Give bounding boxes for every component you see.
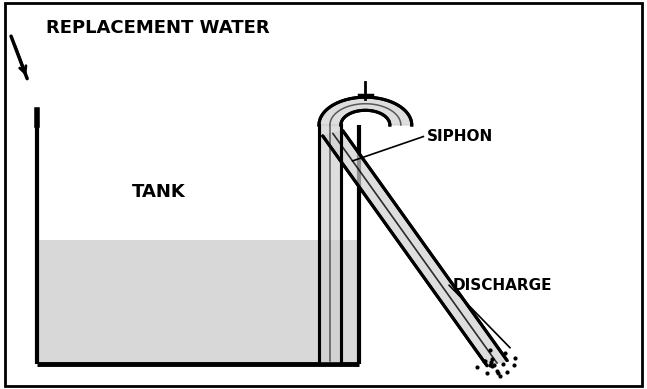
Bar	[37, 240, 359, 364]
Text: SIPHON: SIPHON	[426, 129, 493, 144]
Text: REPLACEMENT WATER: REPLACEMENT WATER	[47, 19, 270, 37]
Polygon shape	[323, 131, 507, 366]
Bar	[37, 240, 359, 364]
Polygon shape	[319, 97, 411, 125]
Polygon shape	[319, 125, 341, 361]
Text: TANK: TANK	[133, 183, 186, 201]
Text: DISCHARGE: DISCHARGE	[452, 278, 552, 293]
